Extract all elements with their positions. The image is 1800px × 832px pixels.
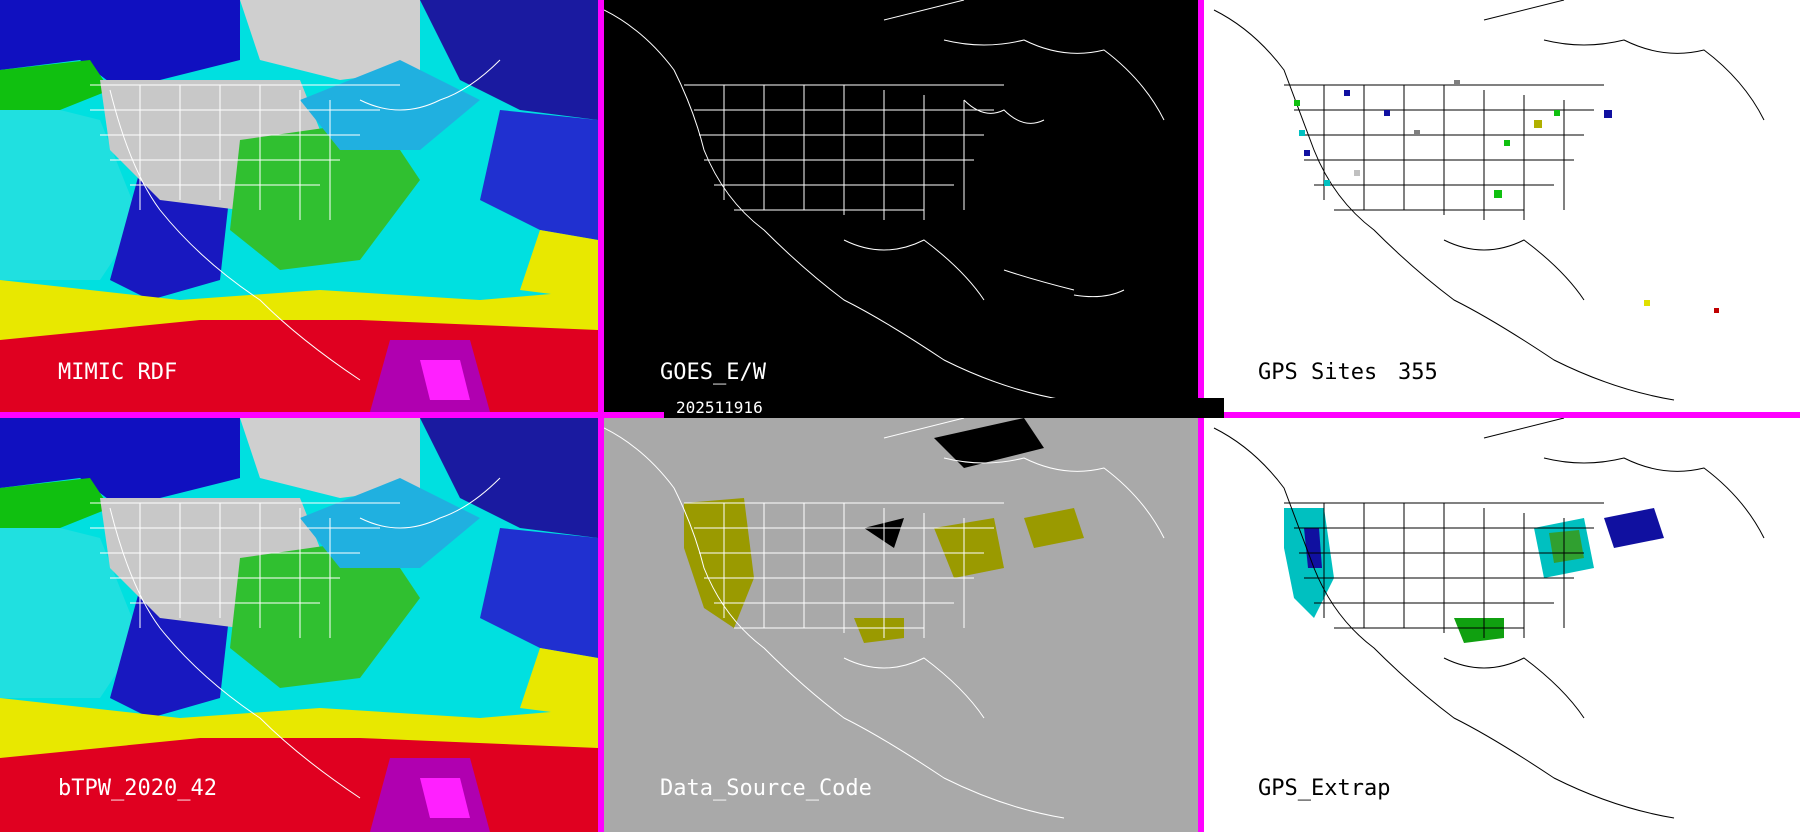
goes-label: GOES_E/W: [660, 360, 766, 385]
btpw-label: bTPW_2020_42: [58, 776, 217, 801]
gps-extrap-label: GPS_Extrap: [1258, 776, 1390, 801]
btpw-panel: bTPW_2020_42: [0, 418, 598, 832]
timestamp-bar: 202511916: [664, 398, 1224, 418]
gps-sites-count: 355: [1398, 360, 1438, 385]
data-source-label: Data_Source_Code: [660, 776, 872, 801]
gps-extrap-panel: GPS_Extrap: [1204, 418, 1800, 832]
gps-sites-label: GPS Sites: [1258, 360, 1377, 385]
gps-sites-panel: GPS Sites 355: [1204, 0, 1800, 412]
mimic-rdf-panel: MIMIC RDF: [0, 0, 598, 412]
mimic-rdf-label: MIMIC RDF: [58, 360, 177, 385]
data-source-map: [604, 418, 1198, 832]
btpw-map: [0, 418, 598, 832]
data-source-panel: Data_Source_Code: [604, 418, 1198, 832]
gps-extrap-map: [1204, 418, 1800, 832]
goes-map: [604, 0, 1198, 412]
mimic-rdf-map: [0, 0, 598, 412]
gps-sites-map: [1204, 0, 1800, 412]
goes-panel: GOES_E/W: [604, 0, 1198, 412]
